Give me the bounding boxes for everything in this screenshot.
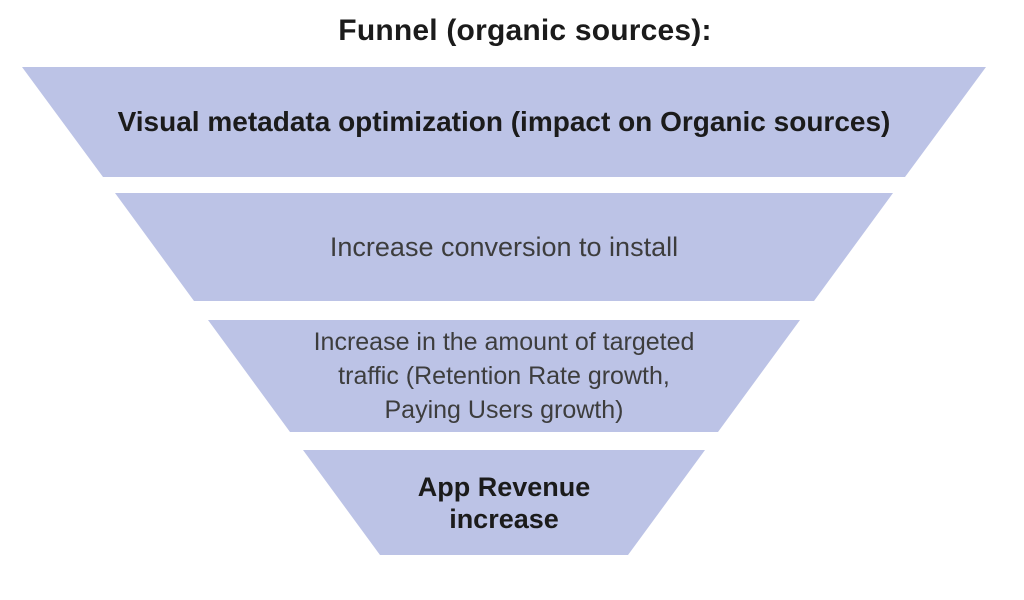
funnel-level-visual-metadata: Visual metadata optimization (impact on …	[22, 67, 986, 177]
funnel-level-app-revenue: App Revenue increase	[303, 450, 705, 555]
funnel-level-app-revenue-label: App Revenue increase	[417, 471, 591, 534]
funnel-level-conversion: Increase conversion to install	[115, 193, 893, 301]
diagram-title: Funnel (organic sources):	[338, 14, 712, 47]
funnel-level-conversion-label: Increase conversion to install	[329, 231, 679, 262]
funnel-level-visual-metadata-label: Visual metadata optimization (impact on …	[117, 106, 891, 137]
funnel-level-targeted-traffic-label: Increase in the amount of targeted traff…	[313, 328, 695, 424]
funnel-level-targeted-traffic: Increase in the amount of targeted traff…	[208, 320, 800, 432]
